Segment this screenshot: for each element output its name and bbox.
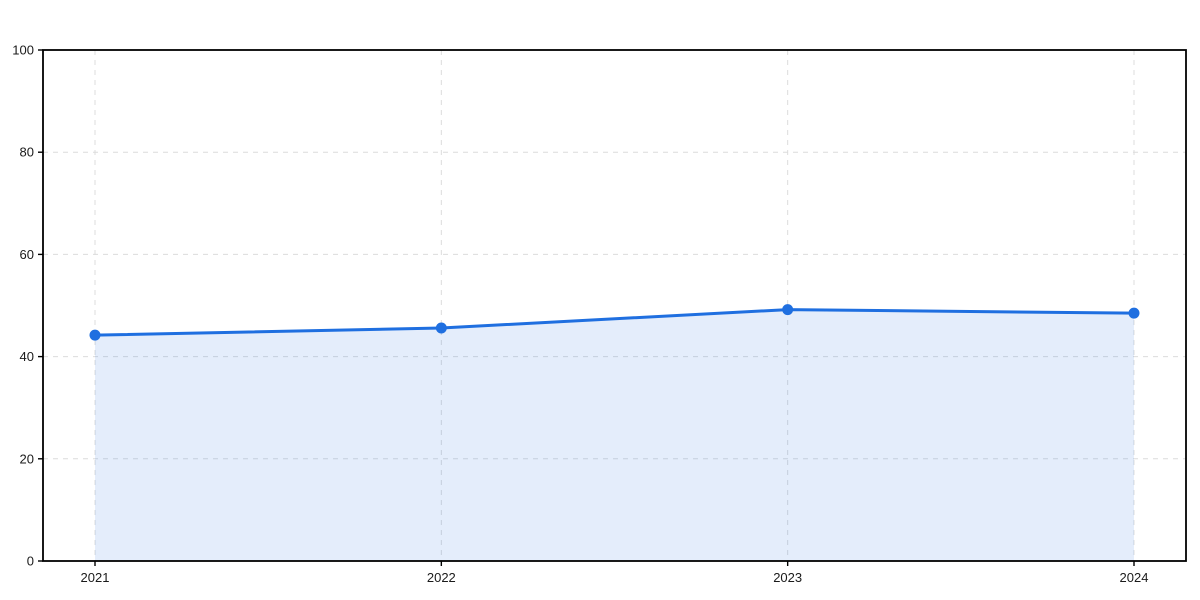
- data-point-marker: [1128, 307, 1140, 319]
- y-tick-label: 60: [20, 247, 34, 262]
- y-tick-label: 40: [20, 349, 34, 364]
- data-point-markers: [89, 304, 1140, 341]
- axis-ticks: [38, 49, 1135, 566]
- x-tick-label: 2022: [427, 570, 456, 585]
- data-point-marker: [782, 304, 794, 316]
- area-fill: [95, 309, 1134, 561]
- x-tick-label: 2024: [1120, 570, 1149, 585]
- x-tick-label: 2023: [773, 570, 802, 585]
- data-point-marker: [435, 322, 447, 334]
- axis-tick-labels: 0 20 40 60 80 100 2021 2022 2023 2024: [12, 43, 1148, 586]
- axis-spines: [42, 49, 1187, 562]
- y-tick-label: 100: [12, 43, 34, 58]
- data-point-marker: [89, 329, 101, 341]
- x-tick-label: 2021: [81, 570, 110, 585]
- trend-line: [93, 308, 1136, 337]
- y-tick-label: 80: [20, 145, 34, 160]
- y-tick-label: 20: [20, 451, 34, 466]
- y-tick-label: 0: [27, 554, 34, 569]
